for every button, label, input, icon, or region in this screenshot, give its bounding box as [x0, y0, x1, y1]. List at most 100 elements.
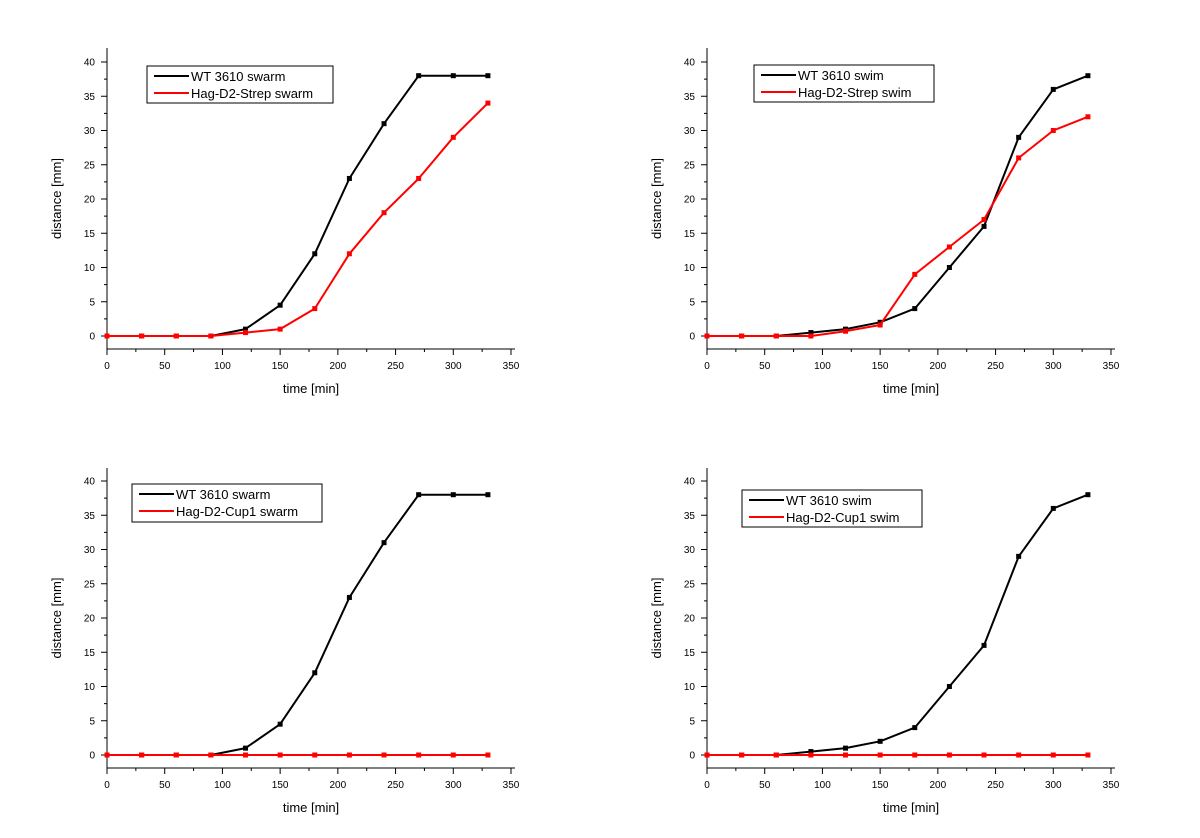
- y-tick-label: 20: [84, 195, 96, 206]
- x-tick-label: 0: [704, 780, 710, 791]
- y-tick-label: 10: [84, 263, 96, 274]
- series-line-1: [107, 493, 488, 756]
- data-point: [416, 752, 422, 758]
- data-point: [843, 745, 849, 751]
- x-tick-label: 200: [330, 780, 347, 791]
- x-tick-label: 300: [445, 780, 462, 791]
- legend-label: WT 3610 swim: [786, 493, 872, 508]
- data-point: [208, 333, 214, 339]
- y-tick-label: 5: [89, 716, 95, 727]
- data-point: [139, 333, 145, 339]
- data-point: [312, 752, 318, 758]
- x-tick-label: 350: [1103, 361, 1120, 372]
- legend-box: [146, 65, 334, 104]
- y-tick-label: 40: [84, 477, 96, 488]
- y-tick-label: 0: [689, 332, 695, 343]
- y-tick-label: 15: [84, 648, 96, 659]
- data-point: [277, 721, 283, 727]
- legend-label: WT 3610 swarm: [176, 487, 270, 502]
- series-line-1: [707, 74, 1089, 337]
- x-axis-title: time [min]: [283, 381, 339, 396]
- data-point: [104, 333, 110, 339]
- y-tick-label: 20: [684, 195, 696, 206]
- y-tick-label: 25: [684, 160, 696, 171]
- x-tick-label: 50: [759, 361, 771, 372]
- legend-label: Hag-D2-Strep swarm: [191, 86, 313, 101]
- legend-label: WT 3610 swarm: [191, 69, 285, 84]
- data-point: [1016, 134, 1022, 140]
- x-tick-label: 100: [214, 361, 231, 372]
- y-tick-label: 30: [84, 126, 96, 137]
- x-tick-label: 100: [814, 780, 831, 791]
- data-point: [312, 251, 318, 257]
- data-point: [912, 271, 918, 277]
- legend-label: Hag-D2-Strep swim: [798, 85, 911, 100]
- x-tick-label: 100: [814, 361, 831, 372]
- y-tick-label: 20: [684, 614, 696, 625]
- data-point: [173, 752, 179, 758]
- x-axis-title: time [min]: [283, 800, 339, 815]
- data-point: [1085, 492, 1091, 498]
- data-point: [346, 251, 352, 257]
- y-tick-label: 25: [84, 160, 96, 171]
- data-point: [1016, 155, 1022, 161]
- y-tick-label: 35: [684, 511, 696, 522]
- data-point: [381, 540, 387, 546]
- data-point: [450, 134, 456, 140]
- data-point: [381, 121, 387, 127]
- y-tick-label: 35: [84, 92, 96, 103]
- y-tick-label: 5: [89, 297, 95, 308]
- legend: WT 3610 swarm Hag-D2-Cup1 swarm: [131, 483, 323, 523]
- data-point: [946, 752, 952, 758]
- y-tick-label: 10: [684, 682, 696, 693]
- y-axis-title: distance [mm]: [649, 578, 664, 659]
- x-tick-label: 50: [159, 780, 171, 791]
- data-point: [416, 73, 422, 79]
- data-point: [981, 223, 987, 229]
- x-axis-title: time [min]: [883, 381, 939, 396]
- x-tick-label: 50: [759, 780, 771, 791]
- data-point: [704, 752, 710, 758]
- data-point: [877, 319, 883, 325]
- x-tick-label: 250: [387, 780, 404, 791]
- data-point: [381, 210, 387, 216]
- data-point: [946, 684, 952, 689]
- data-point: [450, 492, 456, 498]
- data-point: [416, 492, 422, 498]
- x-tick-label: 150: [872, 780, 889, 791]
- data-point: [208, 752, 214, 758]
- data-point: [1085, 73, 1091, 79]
- x-tick-label: 100: [214, 780, 231, 791]
- y-tick-label: 5: [689, 716, 695, 727]
- data-point: [981, 217, 987, 223]
- chart-panel-3: 0 5 10 15 20 25 30 35 40 0 50 100 150 200 250 300 350 tim…: [49, 468, 520, 815]
- y-axis-title: distance [mm]: [649, 158, 664, 239]
- y-tick-label: 10: [84, 682, 96, 693]
- data-point: [946, 244, 952, 250]
- data-point: [485, 73, 491, 79]
- y-tick-label: 0: [89, 751, 95, 762]
- data-point: [485, 752, 491, 758]
- series-line-1: [107, 74, 488, 337]
- data-point: [808, 330, 814, 336]
- data-point: [1050, 128, 1056, 133]
- data-point: [312, 306, 318, 312]
- y-tick-label: 15: [684, 229, 696, 240]
- data-point: [1050, 86, 1056, 92]
- y-tick-label: 30: [684, 126, 696, 137]
- x-tick-label: 350: [503, 780, 520, 791]
- data-point: [1050, 505, 1056, 511]
- data-point: [981, 642, 987, 648]
- y-tick-label: 0: [689, 751, 695, 762]
- data-point: [277, 326, 283, 332]
- data-point: [450, 73, 456, 79]
- data-point: [808, 749, 814, 755]
- data-point: [808, 333, 814, 339]
- x-tick-label: 350: [1103, 780, 1120, 791]
- y-tick-label: 40: [684, 58, 696, 69]
- y-axis-title: distance [mm]: [49, 158, 64, 239]
- x-axis-title: time [min]: [883, 800, 939, 815]
- data-point: [912, 752, 918, 758]
- y-axis-title: distance [mm]: [49, 578, 64, 659]
